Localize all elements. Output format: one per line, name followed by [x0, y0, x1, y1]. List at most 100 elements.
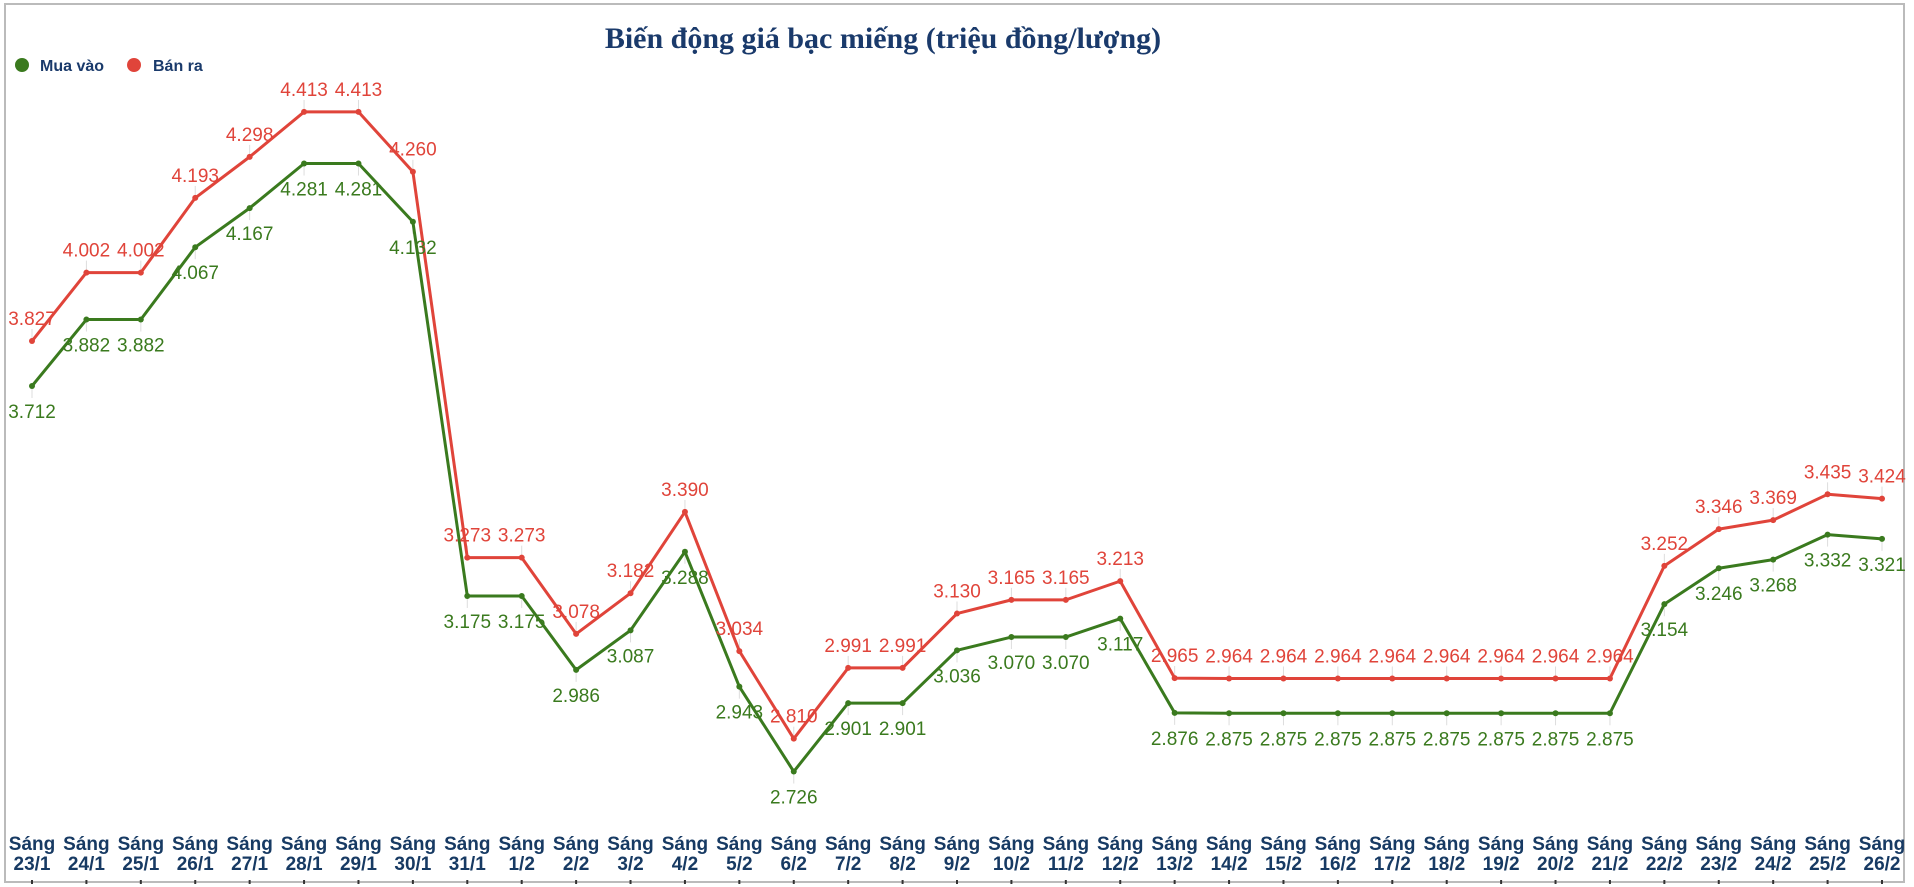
data-point [736, 683, 743, 690]
data-point [1226, 710, 1233, 717]
data-point [1879, 535, 1885, 542]
x-tick-label: Sáng 16/2 [1315, 834, 1361, 875]
x-tick-label: Sáng 14/2 [1206, 834, 1252, 875]
data-point [1117, 615, 1124, 622]
x-tick-label: Sáng 9/2 [934, 834, 980, 875]
data-point [1062, 634, 1069, 641]
x-tick-label: Sáng 6/2 [771, 834, 817, 875]
data-point [83, 269, 90, 276]
data-label: 2.964 [1314, 646, 1362, 667]
data-point [1606, 710, 1613, 717]
x-tick-label: Sáng 11/2 [1043, 834, 1089, 875]
data-label: 3.165 [988, 568, 1036, 589]
data-point [573, 630, 580, 637]
data-label: 3.213 [1096, 549, 1144, 570]
data-label: 3.070 [988, 653, 1036, 674]
x-tick-label: Sáng 20/2 [1532, 834, 1578, 875]
x-tick-label: Sáng 23/1 [9, 834, 55, 875]
data-point [899, 700, 906, 707]
data-label: 3.087 [607, 646, 655, 667]
data-point [790, 735, 797, 742]
data-point [1389, 710, 1396, 717]
x-tick-label: Sáng 26/1 [172, 834, 218, 875]
data-label: 3.346 [1695, 497, 1743, 518]
data-label: 2.875 [1205, 729, 1253, 750]
data-label: 3.268 [1749, 576, 1797, 597]
data-point [1661, 562, 1668, 569]
data-point [1606, 675, 1613, 682]
data-point [409, 218, 416, 225]
data-point [627, 590, 634, 597]
x-tick-label: Sáng 5/2 [716, 834, 762, 875]
x-tick-label: Sáng 8/2 [879, 834, 925, 875]
data-point [355, 160, 362, 167]
data-point [1062, 596, 1069, 603]
data-label: 3.165 [1042, 568, 1090, 589]
data-label: 3.288 [661, 568, 709, 589]
data-point [1280, 710, 1287, 717]
data-point [1443, 675, 1450, 682]
data-point [1498, 710, 1505, 717]
data-label: 3.154 [1641, 620, 1689, 641]
x-tick-label: Sáng 25/2 [1804, 834, 1850, 875]
data-point [1334, 675, 1341, 682]
data-label: 3.424 [1858, 467, 1906, 488]
data-point [1661, 601, 1668, 608]
data-label: 2.964 [1586, 646, 1634, 667]
data-label: 3.130 [933, 582, 981, 603]
data-label: 3.273 [444, 526, 492, 547]
x-tick-label: Sáng 21/2 [1587, 834, 1633, 875]
data-label: 2.726 [770, 788, 818, 809]
data-label: 2.964 [1532, 646, 1580, 667]
x-tick-label: Sáng 30/1 [390, 834, 436, 875]
data-label: 2.875 [1423, 729, 1471, 750]
x-tick-label: Sáng 12/2 [1097, 834, 1143, 875]
data-label: 3.070 [1042, 653, 1090, 674]
data-label: 3.882 [63, 336, 111, 357]
data-point [1334, 710, 1341, 717]
x-tick-label: Sáng 25/1 [118, 834, 164, 875]
data-point [1552, 675, 1559, 682]
data-point [301, 108, 308, 115]
legend-marker-buy [15, 58, 29, 72]
data-label: 4.413 [280, 80, 328, 101]
data-label: 2.991 [879, 636, 927, 657]
data-label: 4.281 [335, 180, 383, 201]
data-label: 3.252 [1641, 534, 1689, 555]
data-label: 3.175 [444, 612, 492, 633]
data-point [29, 338, 35, 345]
data-label: 2.964 [1369, 646, 1417, 667]
data-label: 3.369 [1749, 488, 1797, 509]
data-point [1770, 517, 1777, 524]
data-label: 3.036 [933, 666, 981, 687]
data-label: 2.991 [824, 636, 872, 657]
legend-marker-sell [127, 58, 141, 72]
legend: Mua vào Bán ra [15, 58, 203, 75]
data-point [1171, 709, 1178, 716]
data-point [790, 768, 797, 775]
x-tick-label: Sáng 24/1 [63, 834, 109, 875]
data-label: 3.712 [8, 402, 56, 423]
data-label: 2.875 [1532, 729, 1580, 750]
data-label: 3.882 [117, 336, 165, 357]
data-label: 4.281 [280, 180, 328, 201]
x-tick-label: Sáng 18/2 [1423, 834, 1469, 875]
data-label: 2.875 [1477, 729, 1525, 750]
data-point [1552, 710, 1559, 717]
data-label: 3.182 [607, 561, 655, 582]
data-point [518, 592, 525, 599]
data-point [1443, 710, 1450, 717]
data-point [954, 647, 960, 654]
data-point [681, 548, 688, 555]
data-point [355, 108, 362, 115]
x-tick-label: Sáng 19/2 [1478, 834, 1524, 875]
data-label: 2.964 [1423, 646, 1471, 667]
data-point [1226, 675, 1233, 682]
data-label: 4.167 [226, 224, 274, 245]
data-label: 2.875 [1586, 729, 1634, 750]
x-tick-label: Sáng 31/1 [444, 834, 490, 875]
data-point [409, 168, 416, 175]
data-point [246, 153, 253, 160]
x-tick-label: Sáng 22/2 [1641, 834, 1687, 875]
x-tick-label: Sáng 24/2 [1750, 834, 1796, 875]
